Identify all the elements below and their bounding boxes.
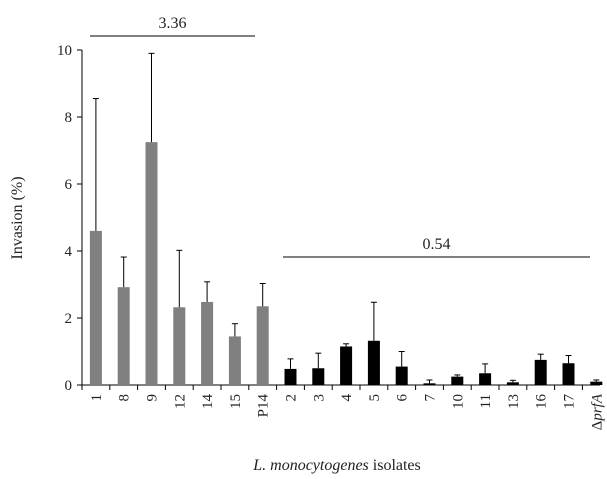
bar-12 <box>173 307 186 385</box>
y-tick-label-8: 8 <box>65 110 73 126</box>
bar-15 <box>228 336 241 385</box>
x-tick-label-2: 2 <box>284 394 300 402</box>
x-axis-label: L. monocytogenes isolates <box>252 457 421 474</box>
x-tick-label-3: 3 <box>311 394 327 402</box>
x-tick-label-10: 10 <box>450 394 466 409</box>
group-mean-label-high: 3.36 <box>159 15 187 32</box>
x-tick-label-12: 12 <box>172 394 188 409</box>
labels-layer: 1 8 9 12 14 15 P14 2 3 4 5 6 7 10 11 13 16 17 ΔprfA 3.36 0.5… <box>89 15 605 430</box>
x-tick-label-11: 11 <box>478 394 494 408</box>
bar-1 <box>89 230 102 385</box>
x-tick-label-8: 8 <box>117 394 133 402</box>
x-tick-label-5: 5 <box>367 394 383 402</box>
x-tick-label-9: 9 <box>145 394 161 402</box>
bar-4 <box>340 346 353 385</box>
y-tick-label-0: 0 <box>65 378 73 394</box>
bar-10 <box>451 376 464 385</box>
bar-9 <box>145 142 158 385</box>
y-axis-label: Invasion (%) <box>9 176 26 259</box>
x-tick-label-14: 14 <box>200 394 216 410</box>
x-tick-label-15: 15 <box>228 394 244 409</box>
x-tick-label-17: 17 <box>562 394 578 410</box>
bar-3 <box>312 368 325 385</box>
bar-11 <box>479 373 492 385</box>
bar-5 <box>367 340 380 385</box>
bar-P14 <box>256 306 269 385</box>
y-tick-label-4: 4 <box>65 244 73 260</box>
axes-layer: 0 2 4 6 8 10 <box>57 43 600 394</box>
bar-prfA <box>590 381 603 385</box>
y-tick-label-2: 2 <box>65 311 73 327</box>
bar-6 <box>395 366 408 385</box>
x-tick-label-6: 6 <box>395 394 411 402</box>
x-axis-label-italic: L. monocytogenes <box>252 457 369 474</box>
x-tick-label-4: 4 <box>339 394 355 402</box>
bar-17 <box>562 363 575 385</box>
x-tick-label-13: 13 <box>506 394 522 409</box>
x-tick-label-16: 16 <box>534 394 550 410</box>
bars-layer <box>89 52 603 385</box>
x-tick-label-7: 7 <box>423 394 439 402</box>
bar-2 <box>284 368 297 385</box>
y-tick-label-10: 10 <box>57 43 72 59</box>
bar-8 <box>117 287 130 385</box>
x-axis-label-rest: isolates <box>369 457 421 474</box>
x-tick-label-P14: P14 <box>256 394 272 418</box>
bar-7 <box>423 383 436 385</box>
bar-14 <box>201 301 214 385</box>
x-tick-label-prfA: ΔprfA <box>589 393 605 430</box>
bar-16 <box>534 359 547 385</box>
x-tick-label-1: 1 <box>89 394 105 402</box>
y-tick-label-6: 6 <box>65 177 73 193</box>
group-mean-label-low: 0.54 <box>423 236 451 253</box>
bar-13 <box>506 382 519 385</box>
